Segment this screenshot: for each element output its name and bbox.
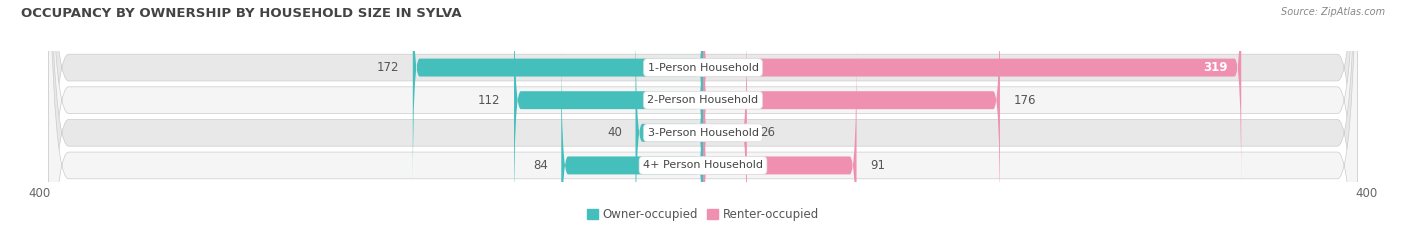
FancyBboxPatch shape — [703, 44, 856, 233]
Legend: Owner-occupied, Renter-occupied: Owner-occupied, Renter-occupied — [582, 203, 824, 225]
FancyBboxPatch shape — [413, 0, 703, 189]
Text: 2-Person Household: 2-Person Household — [647, 95, 759, 105]
Text: OCCUPANCY BY OWNERSHIP BY HOUSEHOLD SIZE IN SYLVA: OCCUPANCY BY OWNERSHIP BY HOUSEHOLD SIZE… — [21, 7, 461, 20]
Text: 1-Person Household: 1-Person Household — [648, 63, 758, 72]
FancyBboxPatch shape — [636, 11, 703, 233]
FancyBboxPatch shape — [48, 0, 1358, 233]
Text: 3-Person Household: 3-Person Household — [648, 128, 758, 138]
Text: 40: 40 — [607, 126, 621, 139]
Text: 4+ Person Household: 4+ Person Household — [643, 161, 763, 170]
FancyBboxPatch shape — [703, 0, 1000, 222]
FancyBboxPatch shape — [561, 44, 703, 233]
Text: 172: 172 — [377, 61, 399, 74]
Text: 26: 26 — [761, 126, 775, 139]
FancyBboxPatch shape — [703, 0, 1241, 189]
Text: 400: 400 — [1355, 187, 1378, 200]
Text: 176: 176 — [1014, 94, 1036, 107]
FancyBboxPatch shape — [48, 0, 1358, 233]
Text: 84: 84 — [533, 159, 548, 172]
Text: Source: ZipAtlas.com: Source: ZipAtlas.com — [1281, 7, 1385, 17]
Text: 91: 91 — [870, 159, 884, 172]
Text: 112: 112 — [478, 94, 501, 107]
FancyBboxPatch shape — [703, 11, 747, 233]
Text: 400: 400 — [28, 187, 51, 200]
FancyBboxPatch shape — [48, 0, 1358, 233]
FancyBboxPatch shape — [515, 0, 703, 222]
Text: 319: 319 — [1204, 61, 1227, 74]
FancyBboxPatch shape — [48, 0, 1358, 233]
